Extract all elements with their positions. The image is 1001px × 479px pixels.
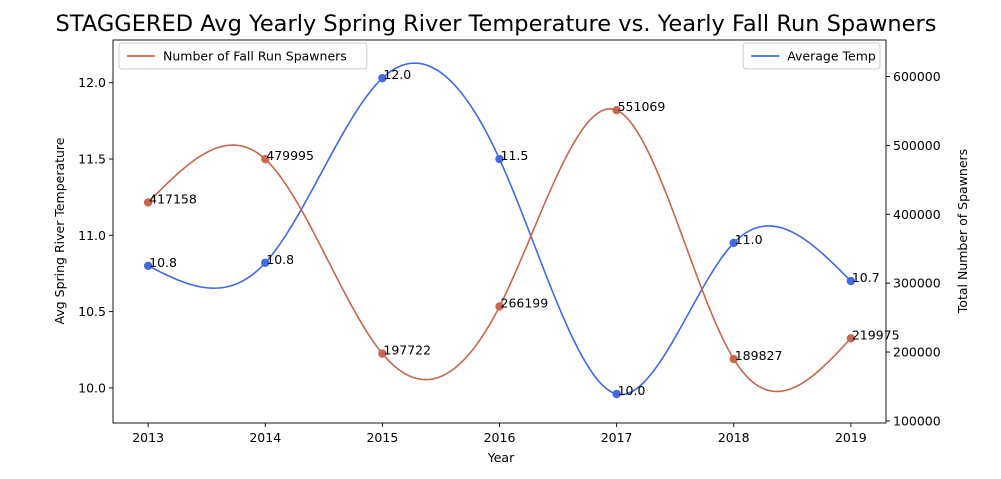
spawners-point xyxy=(143,198,153,207)
y-right-tick-label: 100000 xyxy=(893,413,941,428)
chart-title: STAGGERED Avg Yearly Spring River Temper… xyxy=(56,11,937,37)
x-tick-label: 2014 xyxy=(249,430,281,445)
y-left-tick-label: 10.5 xyxy=(78,304,106,319)
axes: 2013 2014 2015 2016 2017 2018 2019 10.0 10.5 11.0… xyxy=(78,39,941,445)
spawners-data-label: 551069 xyxy=(618,99,666,114)
y-right-tick-label: 300000 xyxy=(893,276,941,291)
x-axis-label: Year xyxy=(487,450,515,465)
temp-data-label: 10.0 xyxy=(618,383,646,398)
spawners-data-label: 479995 xyxy=(266,148,314,163)
temp-data-label: 12.0 xyxy=(383,67,411,82)
temp-point xyxy=(729,238,738,248)
temp-data-label: 10.7 xyxy=(852,270,880,285)
temp-point xyxy=(846,276,856,286)
plot-frame xyxy=(112,39,887,424)
spawners-point xyxy=(495,302,504,311)
spawners-data-label: 219975 xyxy=(852,327,900,342)
x-tick-label: 2013 xyxy=(132,430,164,445)
spawners-point xyxy=(729,354,738,364)
temp-data-label: 11.5 xyxy=(501,148,529,163)
y-left-tick-label: 11.0 xyxy=(78,228,106,243)
y-right-tick-label: 200000 xyxy=(893,345,941,360)
y-axis-left-label: Avg Spring River Temperature xyxy=(52,137,67,324)
y-right-tick-label: 500000 xyxy=(893,138,941,153)
spawners-data-label: 189827 xyxy=(735,348,783,363)
spawners-point xyxy=(261,154,270,164)
temp-point xyxy=(143,261,153,271)
x-tick-label: 2019 xyxy=(835,430,867,445)
spawners-point xyxy=(846,334,856,343)
x-tick-label: 2018 xyxy=(718,430,750,445)
temp-point xyxy=(495,154,504,164)
temp-series-line xyxy=(147,62,852,396)
x-tick-label: 2015 xyxy=(366,430,398,445)
spawners-point xyxy=(378,349,387,358)
y-right-tick-label: 600000 xyxy=(893,69,941,84)
temp-point xyxy=(261,258,270,267)
spawners-data-label: 197722 xyxy=(383,343,431,358)
plot-area: 10.8 10.8 12.0 11.5 10.0 11.0 10.7 417158 479995… xyxy=(143,62,900,399)
temp-legend-box xyxy=(742,42,881,70)
temp-data-label: 10.8 xyxy=(149,255,177,270)
temp-point xyxy=(612,389,621,399)
y-left-tick-label: 11.5 xyxy=(78,152,106,167)
temp-legend-label: Average Temp xyxy=(787,49,876,64)
spawners-data-label: 266199 xyxy=(501,295,549,310)
y-left-tick-label: 10.0 xyxy=(78,380,106,395)
temp-data-label: 11.0 xyxy=(735,232,763,247)
x-tick-label: 2016 xyxy=(484,430,516,445)
x-tick-label: 2017 xyxy=(601,430,633,445)
y-right-tick-label: 400000 xyxy=(893,207,941,222)
spawners-point xyxy=(612,106,621,115)
spawners-legend-label: Number of Fall Run Spawners xyxy=(163,49,347,64)
legends: Average Temp Number of Fall Run Spawners xyxy=(118,42,881,70)
y-axis-right-label: Total Number of Spawners xyxy=(955,149,970,314)
spawners-data-label: 417158 xyxy=(149,191,197,206)
y-left-tick-label: 12.0 xyxy=(78,75,106,90)
temp-data-label: 10.8 xyxy=(266,252,294,267)
temp-point xyxy=(378,73,387,83)
spawners-legend-box xyxy=(118,42,368,70)
